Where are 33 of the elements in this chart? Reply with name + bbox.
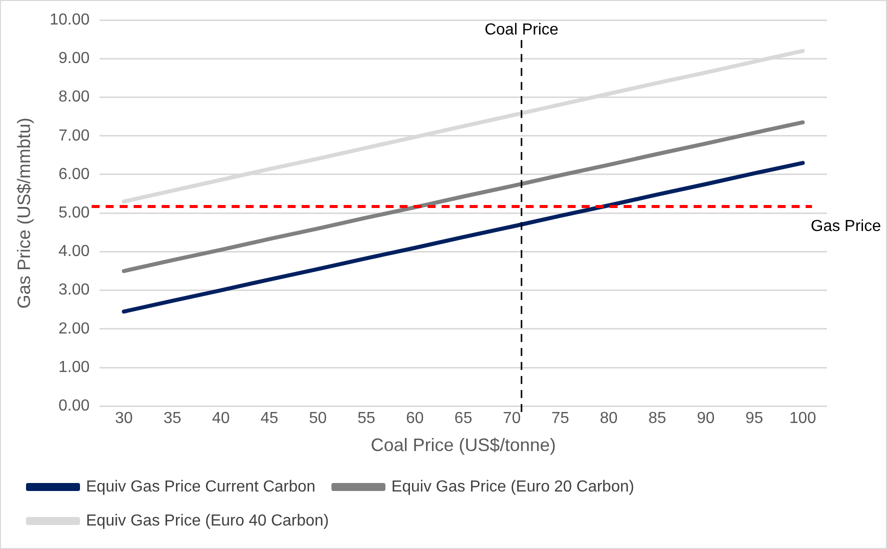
legend-label: Equiv Gas Price (Euro 20 Carbon) (391, 478, 634, 496)
x-tick-label: 35 (163, 410, 182, 428)
x-tick-label: 50 (308, 410, 327, 428)
y-tick-label: 6.00 (58, 166, 90, 183)
x-tick-label: 100 (789, 410, 816, 428)
x-tick-label: 80 (600, 410, 618, 428)
ref-line-label: Gas Price (810, 218, 882, 235)
y-tick-label: 1.00 (58, 358, 90, 376)
y-tick-label: 5.00 (58, 204, 90, 222)
y-axis-title: Gas Price (US$/mmbtu) (14, 118, 34, 309)
x-tick-label: 40 (212, 410, 230, 428)
y-tick-label: 4.00 (58, 243, 90, 260)
x-tick-label: 30 (114, 410, 133, 428)
y-tick-label: 8.00 (58, 88, 90, 106)
x-tick-label: 55 (357, 410, 376, 428)
x-tick-label: 65 (454, 410, 472, 428)
y-tick-label: 2.00 (58, 320, 90, 338)
y-tick-label: 3.00 (58, 282, 90, 299)
y-tick-label: 7.00 (58, 127, 90, 144)
x-tick-label: 75 (551, 410, 570, 428)
x-tick-label: 85 (648, 410, 666, 428)
x-axis-title: Coal Price (US$/tonne) (370, 435, 556, 456)
y-tick-label: 9.00 (58, 50, 90, 68)
legend-label: Equiv Gas Price Current Carbon (86, 478, 316, 496)
x-tick-label: 90 (696, 410, 715, 428)
x-tick-label: 70 (502, 410, 521, 428)
y-tick-label: 0.00 (58, 398, 90, 415)
x-tick-label: 60 (406, 410, 424, 428)
ref-line-label: Coal Price (484, 21, 559, 38)
x-tick-label: 45 (260, 410, 278, 428)
x-tick-label: 95 (745, 410, 764, 428)
legend-label: Equiv Gas Price (Euro 40 Carbon) (86, 512, 329, 530)
y-tick-label: 10.00 (50, 11, 90, 28)
